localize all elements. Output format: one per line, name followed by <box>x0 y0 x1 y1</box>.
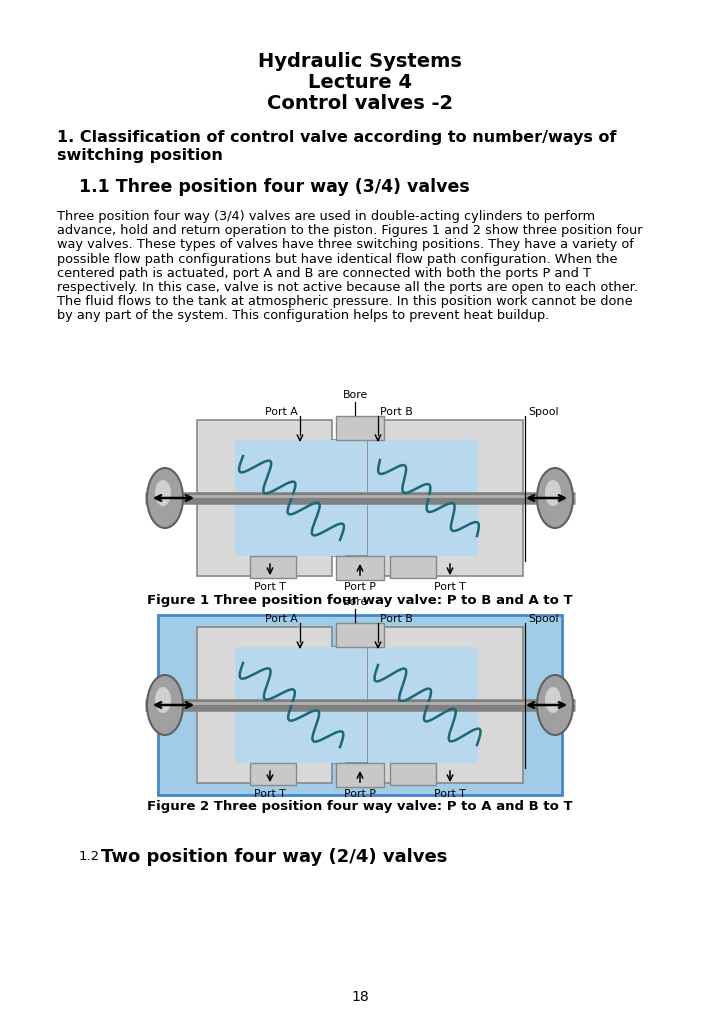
Bar <box>235 647 485 763</box>
Text: Port B: Port B <box>380 407 413 417</box>
Text: Bore: Bore <box>343 597 368 607</box>
Bar <box>197 420 332 576</box>
Bar <box>158 615 562 795</box>
Bar <box>336 763 384 787</box>
Text: Port T: Port T <box>254 789 286 799</box>
Text: Port P: Port P <box>344 789 376 799</box>
Bar <box>197 627 332 783</box>
Bar <box>235 647 345 763</box>
Text: Spool: Spool <box>528 407 559 417</box>
Bar <box>336 556 384 580</box>
Text: 1.2: 1.2 <box>79 850 100 863</box>
Bar <box>250 763 296 785</box>
Text: 18: 18 <box>351 990 369 1004</box>
Text: respectively. In this case, valve is not active because all the ports are open t: respectively. In this case, valve is not… <box>57 281 638 294</box>
Bar <box>368 440 478 556</box>
Ellipse shape <box>147 468 183 528</box>
Text: Port T: Port T <box>434 582 466 592</box>
Text: Port A: Port A <box>265 614 298 624</box>
Bar <box>250 556 296 578</box>
Bar <box>235 440 485 556</box>
Text: Figure 2 Three position four way valve: P to A and B to T: Figure 2 Three position four way valve: … <box>147 800 573 813</box>
Text: Two position four way (2/4) valves: Two position four way (2/4) valves <box>101 848 447 866</box>
Text: The fluid flows to the tank at atmospheric pressure. In this position work canno: The fluid flows to the tank at atmospher… <box>57 296 633 308</box>
Text: switching position: switching position <box>57 148 223 163</box>
Text: 1. Classification of control valve according to number/ways of: 1. Classification of control valve accor… <box>57 130 616 145</box>
Text: Control valves -2: Control valves -2 <box>267 94 453 113</box>
Text: Port B: Port B <box>380 614 413 624</box>
Bar <box>368 420 523 576</box>
Text: way valves. These types of valves have three switching positions. They have a va: way valves. These types of valves have t… <box>57 238 634 252</box>
Ellipse shape <box>545 480 561 506</box>
Text: Figure 1 Three position four way valve: P to B and A to T: Figure 1 Three position four way valve: … <box>147 594 573 607</box>
Text: Spool: Spool <box>528 614 559 624</box>
Text: possible flow path configurations but have identical flow path configuration. Wh: possible flow path configurations but ha… <box>57 253 618 266</box>
Bar <box>390 763 436 785</box>
Bar <box>390 556 436 578</box>
Text: advance, hold and return operation to the piston. Figures 1 and 2 show three pos: advance, hold and return operation to th… <box>57 224 642 237</box>
Ellipse shape <box>147 675 183 735</box>
Text: Port T: Port T <box>254 582 286 592</box>
Bar <box>368 647 478 763</box>
Ellipse shape <box>537 468 573 528</box>
Bar <box>336 623 384 647</box>
Text: Bore: Bore <box>343 390 368 400</box>
Text: by any part of the system. This configuration helps to prevent heat buildup.: by any part of the system. This configur… <box>57 310 549 322</box>
Text: Lecture 4: Lecture 4 <box>308 73 412 92</box>
Ellipse shape <box>155 687 171 713</box>
Text: 1.1 Three position four way (3/4) valves: 1.1 Three position four way (3/4) valves <box>79 178 469 196</box>
Text: centered path is actuated, port A and B are connected with both the ports P and : centered path is actuated, port A and B … <box>57 267 591 280</box>
Ellipse shape <box>155 480 171 506</box>
Text: Three position four way (3/4) valves are used in double-acting cylinders to perf: Three position four way (3/4) valves are… <box>57 210 595 223</box>
Text: Port P: Port P <box>344 582 376 592</box>
Text: Hydraulic Systems: Hydraulic Systems <box>258 52 462 71</box>
Ellipse shape <box>545 687 561 713</box>
Bar <box>235 440 345 556</box>
Ellipse shape <box>537 675 573 735</box>
Bar <box>368 627 523 783</box>
Bar <box>336 416 384 440</box>
Text: Port T: Port T <box>434 789 466 799</box>
Text: Port A: Port A <box>265 407 298 417</box>
